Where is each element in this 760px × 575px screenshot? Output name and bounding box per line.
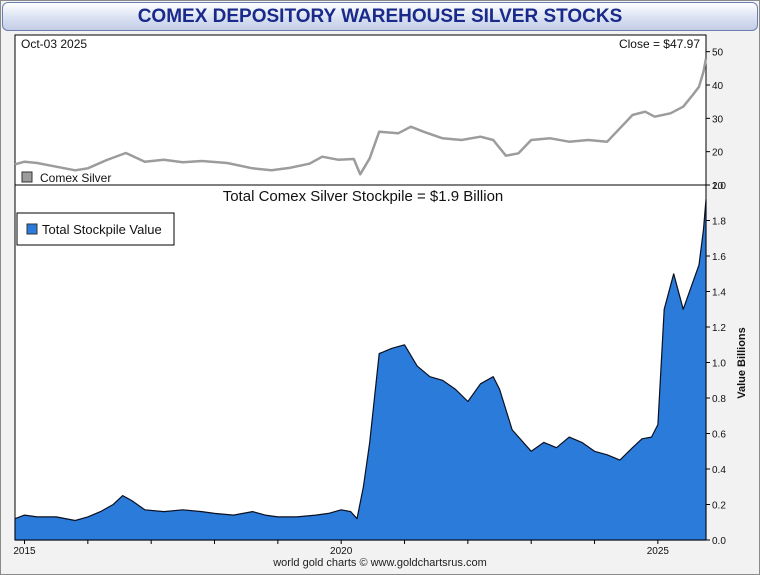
stockpile-y-tick-label: 0.0: [712, 536, 726, 547]
chart-title: COMEX DEPOSITORY WAREHOUSE SILVER STOCKS: [137, 6, 623, 27]
silver-panel: [14, 34, 707, 186]
silver-layer: [14, 58, 708, 176]
x-tick-label: 2025: [647, 546, 670, 557]
silver-price-line: [14, 58, 708, 176]
silver-y-tick-label: 40: [712, 81, 724, 92]
silver-legend: Comex Silver: [21, 171, 111, 185]
stockpile-y-tick-label: 0.2: [712, 501, 726, 512]
stockpile-y-tick-label: 0.6: [712, 430, 726, 441]
silver-y-tick-label: 30: [712, 114, 724, 125]
stockpile-layer: [14, 198, 707, 541]
stockpile-y-tick-label: 0.8: [712, 394, 726, 405]
silver-legend-swatch: [21, 171, 33, 183]
stockpile-y-tick-label: 1.4: [712, 288, 726, 299]
x-axis: 2015 2020 2025: [13, 540, 669, 557]
close-label: Close = $47.97: [619, 37, 700, 51]
stockpile-area: [14, 198, 707, 541]
stockpile-legend-swatch: [26, 223, 38, 235]
silver-y-tick-label: 20: [712, 148, 724, 159]
stockpile-y-tick-label: 0.4: [712, 465, 726, 476]
y-axis-title: Value Billions: [736, 327, 748, 399]
stockpile-legend: Total Stockpile Value: [16, 212, 175, 246]
silver-y-tick-label: 50: [712, 48, 724, 59]
stockpile-title: Total Comex Silver Stockpile = $1.9 Bill…: [223, 188, 504, 205]
source-credit: world gold charts © www.goldchartsrus.co…: [273, 557, 487, 569]
x-tick-label: 2015: [13, 546, 36, 557]
silver-y-axis: 10 20 30 40 50: [706, 48, 724, 192]
x-tick-label: 2020: [330, 546, 353, 557]
stockpile-legend-box: [16, 212, 175, 246]
stockpile-y-tick-label: 1.0: [712, 359, 726, 370]
stockpile-y-tick-label: 1.8: [712, 217, 726, 228]
silver-legend-label: Comex Silver: [40, 171, 111, 185]
silver-y-tick-label: 10: [712, 181, 724, 192]
date-label: Oct-03 2025: [21, 37, 87, 51]
chart-title-bar: COMEX DEPOSITORY WAREHOUSE SILVER STOCKS: [2, 2, 758, 31]
stockpile-y-tick-label: 2.0: [712, 181, 726, 192]
stockpile-y-tick-label: 1.6: [712, 252, 726, 263]
stockpile-y-axis: 0.0 0.2 0.4 0.6 0.8 1.0 1.2 1.4 1.6 1.8 2.0: [706, 181, 726, 547]
stockpile-legend-label: Total Stockpile Value: [42, 222, 162, 237]
stockpile-y-tick-label: 1.2: [712, 323, 726, 334]
